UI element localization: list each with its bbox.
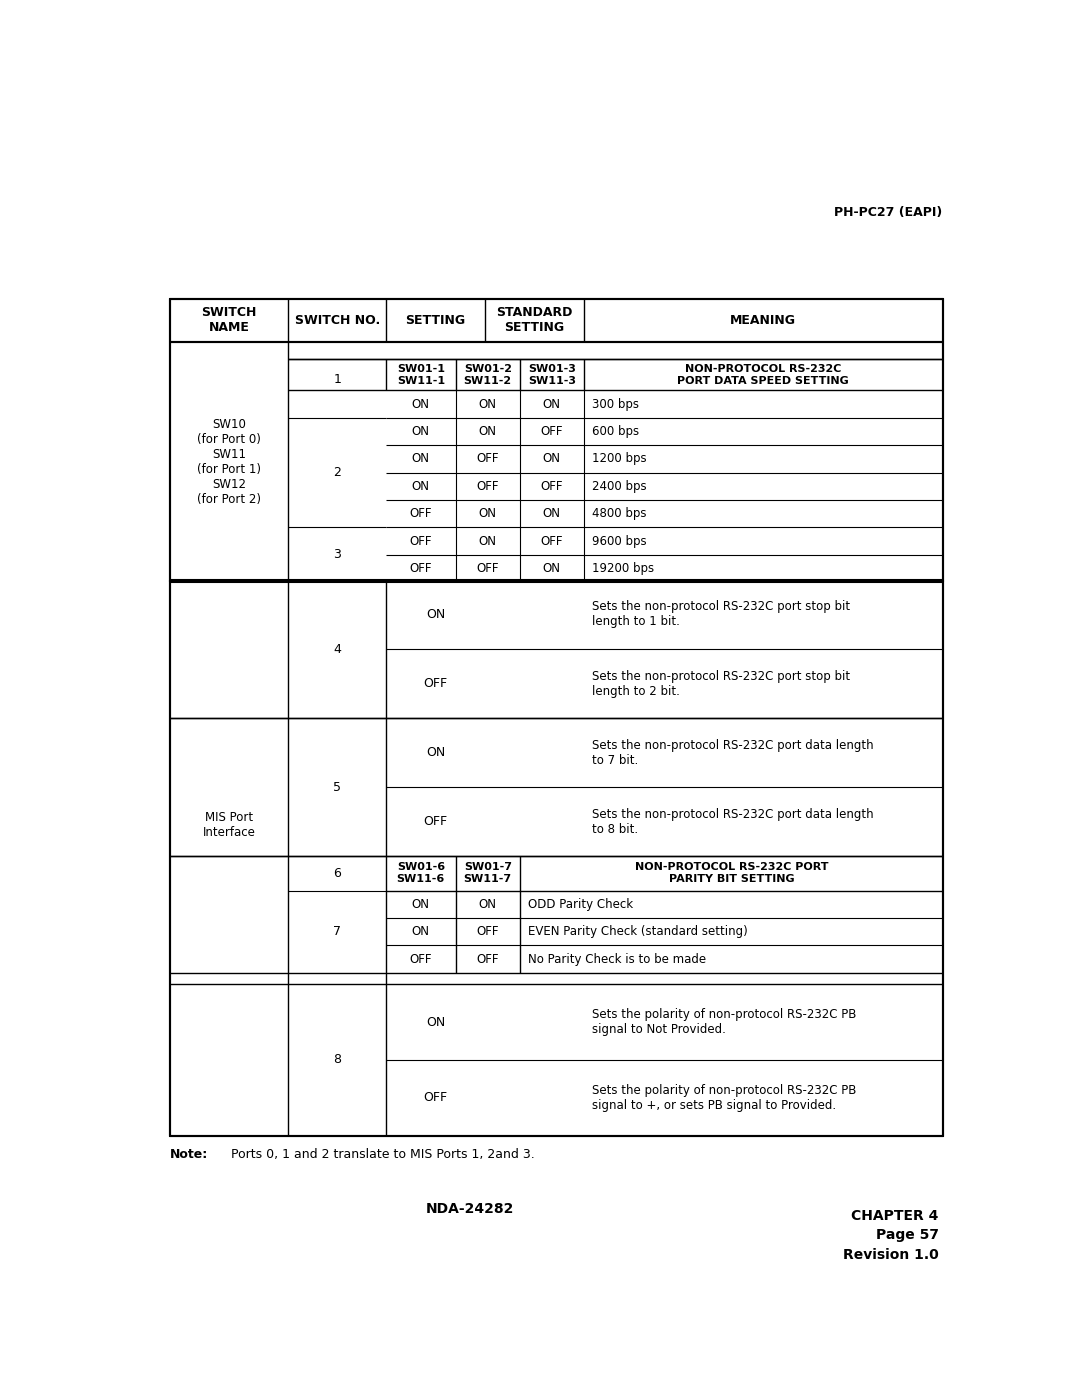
Text: ON: ON	[411, 925, 430, 939]
Text: MIS Port
Interface: MIS Port Interface	[203, 812, 256, 840]
Text: EVEN Parity Check (standard setting): EVEN Parity Check (standard setting)	[528, 925, 748, 939]
Text: OFF: OFF	[423, 678, 447, 690]
Text: 1: 1	[334, 373, 341, 387]
Text: No Parity Check is to be made: No Parity Check is to be made	[528, 953, 706, 965]
Text: Sets the non-protocol RS-232C port data length
to 7 bit.: Sets the non-protocol RS-232C port data …	[592, 739, 874, 767]
Text: ON: ON	[543, 453, 561, 465]
Text: ON: ON	[411, 453, 430, 465]
Text: ON: ON	[543, 562, 561, 576]
Text: ON: ON	[426, 608, 445, 620]
Text: OFF: OFF	[476, 953, 499, 965]
Text: OFF: OFF	[423, 1091, 447, 1105]
Text: 1200 bps: 1200 bps	[592, 453, 647, 465]
Text: ON: ON	[478, 535, 497, 548]
Text: OFF: OFF	[423, 816, 447, 828]
Text: NDA-24282: NDA-24282	[426, 1201, 514, 1215]
Text: OFF: OFF	[476, 562, 499, 576]
Text: STANDARD
SETTING: STANDARD SETTING	[496, 306, 572, 334]
Text: 4800 bps: 4800 bps	[592, 507, 647, 520]
Text: 6: 6	[334, 866, 341, 880]
Text: Sets the non-protocol RS-232C port data length
to 8 bit.: Sets the non-protocol RS-232C port data …	[592, 807, 874, 835]
FancyBboxPatch shape	[171, 299, 943, 1136]
Text: SWITCH NO.: SWITCH NO.	[295, 314, 380, 327]
Text: ON: ON	[411, 898, 430, 911]
Text: ON: ON	[411, 479, 430, 493]
Text: ON: ON	[543, 398, 561, 411]
Text: ON: ON	[426, 746, 445, 760]
Text: Note:: Note:	[171, 1147, 208, 1161]
Text: 19200 bps: 19200 bps	[592, 562, 654, 576]
Text: OFF: OFF	[409, 562, 432, 576]
Text: Ports 0, 1 and 2 translate to MIS Ports 1, 2and 3.: Ports 0, 1 and 2 translate to MIS Ports …	[231, 1147, 535, 1161]
Text: SW10
(for Port 0)
SW11
(for Port 1)
SW12
(for Port 2): SW10 (for Port 0) SW11 (for Port 1) SW12…	[198, 418, 261, 506]
Text: 300 bps: 300 bps	[592, 398, 639, 411]
Text: OFF: OFF	[541, 425, 563, 437]
Text: OFF: OFF	[409, 507, 432, 520]
Text: 2400 bps: 2400 bps	[592, 479, 647, 493]
Text: 2: 2	[334, 467, 341, 479]
Text: 600 bps: 600 bps	[592, 425, 639, 437]
Text: NON-PROTOCOL RS-232C
PORT DATA SPEED SETTING: NON-PROTOCOL RS-232C PORT DATA SPEED SET…	[677, 363, 849, 386]
Text: Sets the polarity of non-protocol RS-232C PB
signal to Not Provided.: Sets the polarity of non-protocol RS-232…	[592, 1009, 856, 1037]
Text: 8: 8	[333, 1053, 341, 1066]
Text: NON-PROTOCOL RS-232C PORT
PARITY BIT SETTING: NON-PROTOCOL RS-232C PORT PARITY BIT SET…	[635, 862, 828, 884]
Text: 3: 3	[334, 549, 341, 562]
Text: OFF: OFF	[476, 453, 499, 465]
Text: Sets the non-protocol RS-232C port stop bit
length to 2 bit.: Sets the non-protocol RS-232C port stop …	[592, 669, 850, 697]
Text: SW01-7
SW11-7: SW01-7 SW11-7	[463, 862, 512, 884]
Text: ON: ON	[478, 507, 497, 520]
Text: OFF: OFF	[409, 535, 432, 548]
Text: OFF: OFF	[409, 953, 432, 965]
Text: ODD Parity Check: ODD Parity Check	[528, 898, 634, 911]
Text: Sets the polarity of non-protocol RS-232C PB
signal to +, or sets PB signal to P: Sets the polarity of non-protocol RS-232…	[592, 1084, 856, 1112]
Text: SW01-6
SW11-6: SW01-6 SW11-6	[396, 862, 445, 884]
Text: 7: 7	[333, 925, 341, 939]
Text: SWITCH
NAME: SWITCH NAME	[202, 306, 257, 334]
Text: ON: ON	[478, 898, 497, 911]
Text: Sets the non-protocol RS-232C port stop bit
length to 1 bit.: Sets the non-protocol RS-232C port stop …	[592, 601, 850, 629]
Text: MEANING: MEANING	[730, 314, 796, 327]
Text: ON: ON	[411, 398, 430, 411]
Text: OFF: OFF	[541, 535, 563, 548]
Text: SW01-1
SW11-1: SW01-1 SW11-1	[396, 363, 445, 386]
Text: SW01-3
SW11-3: SW01-3 SW11-3	[528, 363, 576, 386]
Text: CHAPTER 4
Page 57
Revision 1.0: CHAPTER 4 Page 57 Revision 1.0	[842, 1208, 939, 1261]
Text: SW01-2
SW11-2: SW01-2 SW11-2	[463, 363, 512, 386]
Text: SETTING: SETTING	[405, 314, 465, 327]
Text: 5: 5	[333, 781, 341, 793]
Text: ON: ON	[543, 507, 561, 520]
Text: PH-PC27 (EAPI): PH-PC27 (EAPI)	[835, 207, 943, 219]
Text: OFF: OFF	[476, 479, 499, 493]
Text: ON: ON	[411, 425, 430, 437]
Text: ON: ON	[426, 1016, 445, 1028]
Text: ON: ON	[478, 398, 497, 411]
Text: OFF: OFF	[541, 479, 563, 493]
Text: 4: 4	[334, 643, 341, 655]
Text: 9600 bps: 9600 bps	[592, 535, 647, 548]
Text: OFF: OFF	[476, 925, 499, 939]
Text: ON: ON	[478, 425, 497, 437]
